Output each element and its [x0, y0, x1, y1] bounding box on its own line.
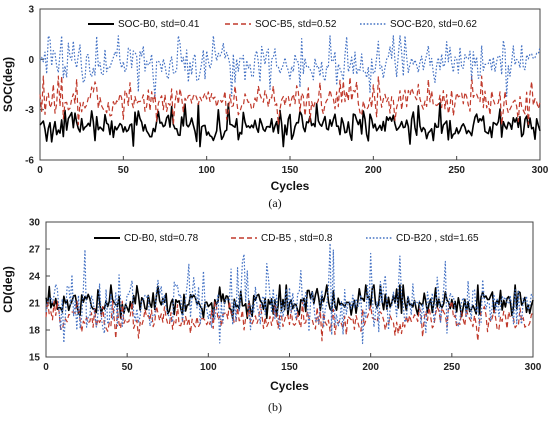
chart-panel-0: 0 50 100 150 200 250 300 3 0 -3 -6 SOC-B0, std=0.41…	[1, 5, 549, 211]
chart-panel-1: 0 50 100 150 200 250 300 30 27 24 21 18 15 CD-B0, std…	[1, 218, 542, 415]
x-tick-label: 0	[37, 165, 43, 176]
x-tick-label: 50	[118, 165, 130, 176]
x-axis-title: Cycles	[271, 179, 310, 193]
y-axis-title: CD(deg)	[1, 266, 15, 313]
legend-label: CD-B5 , std=0.8	[261, 233, 333, 244]
x-tick-label: 150	[281, 362, 298, 373]
y-tick-label: 30	[29, 218, 41, 229]
x-tick-label: 0	[43, 362, 49, 373]
series-line	[45, 242, 534, 345]
plot-area	[39, 8, 541, 161]
panel-label: (a)	[268, 196, 281, 210]
series-line	[45, 284, 534, 320]
x-tick-label: 50	[122, 362, 134, 373]
y-tick-label: 24	[29, 272, 41, 283]
panel-label: (b)	[268, 400, 282, 414]
y-tick-label: 18	[29, 326, 41, 337]
x-tick-label: 250	[443, 362, 460, 373]
series-line	[39, 102, 541, 148]
y-tick-label: 0	[28, 55, 34, 66]
x-tick-label: 200	[365, 165, 382, 176]
y-tick-label: -3	[25, 105, 34, 116]
x-tick-label: 100	[198, 165, 215, 176]
x-axis-title: Cycles	[270, 379, 309, 393]
legend-label: CD-B0, std=0.78	[124, 233, 199, 244]
legend-label: CD-B20 , std=1.65	[396, 233, 479, 244]
x-tick-label: 100	[200, 362, 217, 373]
y-tick-label: 27	[29, 245, 41, 256]
x-tick-label: 300	[532, 165, 549, 176]
y-axis-title: SOC(deg)	[1, 57, 15, 112]
legend-label: SOC-B0, std=0.41	[118, 19, 200, 30]
x-tick-label: 200	[362, 362, 379, 373]
series-line	[39, 35, 541, 97]
x-tick-label: 300	[525, 362, 542, 373]
x-tick-label: 150	[282, 165, 299, 176]
legend-label: SOC-B5, std=0.52	[255, 19, 337, 30]
y-tick-label: 15	[29, 353, 41, 364]
legend-label: SOC-B20, std=0.62	[390, 19, 477, 30]
series-line	[45, 300, 534, 342]
x-tick-label: 250	[448, 165, 465, 176]
y-tick-label: 3	[28, 5, 34, 16]
y-tick-label: -6	[25, 156, 34, 167]
series-line	[39, 75, 541, 126]
y-tick-label: 21	[29, 299, 41, 310]
